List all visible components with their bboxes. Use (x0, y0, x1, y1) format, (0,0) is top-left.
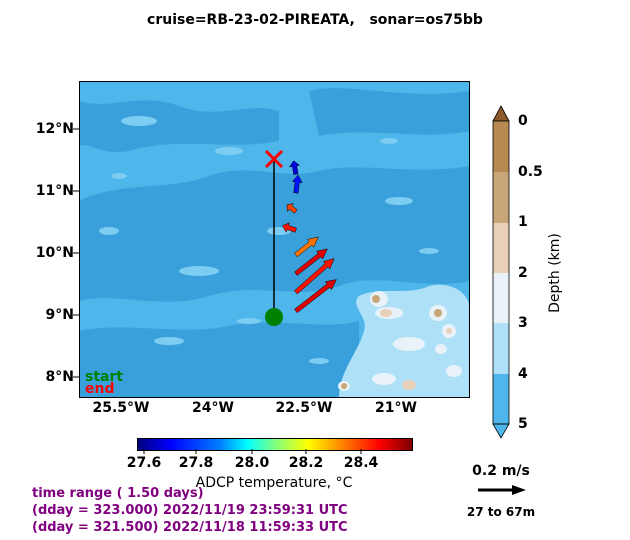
map-panel: start end (79, 81, 470, 398)
time-range: time range ( 1.50 days) (32, 486, 204, 501)
lon-tick: 25.5°W (92, 400, 150, 416)
temp-tick: 28.0 (234, 455, 270, 471)
temp-tick: 27.8 (178, 455, 214, 471)
lon-tick: 21°W (375, 400, 417, 416)
depth-tick: 3 (518, 315, 528, 331)
depth-tick: 0.5 (518, 164, 543, 180)
depth-tick: 0 (518, 113, 528, 129)
temp-tick-marks (143, 449, 362, 454)
time-start: (dday = 321.500) 2022/11/18 11:59:33 UTC (32, 520, 348, 535)
start-label: start (85, 369, 123, 385)
current-vector (282, 222, 297, 233)
depth-colorbar-label: Depth (km) (547, 233, 563, 313)
shallow-speckles (99, 116, 439, 364)
lon-tick: 24°W (192, 400, 234, 416)
current-vector (291, 174, 303, 194)
scale-arrow (478, 485, 526, 495)
lon-tick: 22.5°W (275, 400, 333, 416)
start-marker (265, 308, 283, 326)
lat-tick-marks (73, 128, 79, 378)
current-vector (294, 248, 328, 276)
temp-colorbar-label: ADCP temperature, °C (195, 475, 353, 491)
depth-colorbar (492, 105, 510, 439)
time-end: (dday = 323.000) 2022/11/19 23:59:31 UTC (32, 503, 348, 518)
depth-tick: 1 (518, 214, 528, 230)
current-vector (286, 203, 298, 214)
lat-tick: 9°N (45, 307, 74, 323)
current-vectors (282, 160, 337, 314)
scale-depth-range: 27 to 67m (466, 505, 536, 519)
end-label: end (85, 381, 114, 397)
depth-tick: 2 (518, 265, 528, 281)
lat-tick: 8°N (45, 369, 74, 385)
temp-tick: 28.2 (288, 455, 324, 471)
lat-tick: 11°N (35, 183, 74, 199)
current-vector (289, 160, 301, 175)
temp-tick: 28.4 (343, 455, 379, 471)
current-vector (294, 279, 337, 314)
plot-title: cruise=RB-23-02-PIREATA, sonar=os75bb (147, 12, 483, 28)
current-vector (294, 258, 335, 295)
seamounts (338, 284, 470, 398)
end-marker (264, 149, 284, 169)
temp-tick: 27.6 (126, 455, 162, 471)
current-vector (294, 236, 319, 258)
depth-tick: 5 (518, 416, 528, 432)
scale-speed: 0.2 m/s (472, 463, 530, 479)
depth-tick: 4 (518, 366, 528, 382)
lat-tick: 10°N (35, 245, 74, 261)
temperature-colorbar (137, 438, 413, 451)
lat-tick: 12°N (35, 121, 74, 137)
